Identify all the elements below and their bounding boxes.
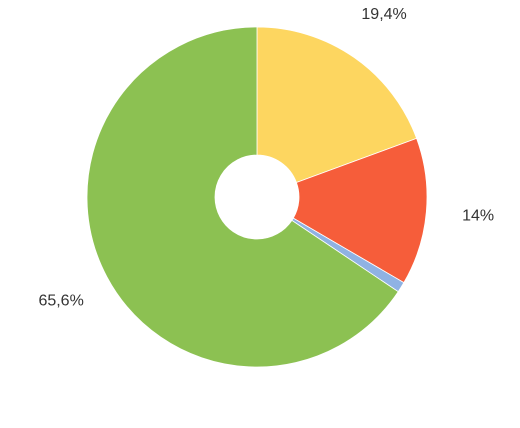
donut-slice — [256, 26, 418, 184]
donut-slice — [86, 26, 399, 368]
donut-slice — [292, 137, 428, 284]
value-label: 19,4% — [361, 6, 406, 23]
value-label: 65,6% — [38, 293, 83, 310]
value-label: 14% — [462, 208, 494, 225]
